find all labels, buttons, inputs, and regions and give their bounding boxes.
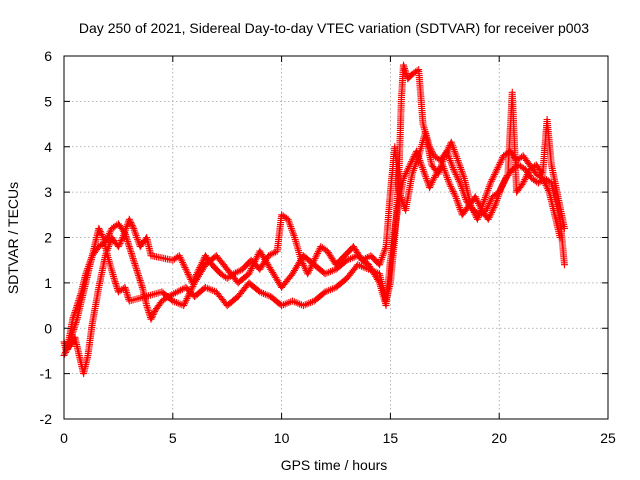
y-tick-label: 4 <box>44 139 52 155</box>
y-tick-label: 5 <box>44 93 52 109</box>
series-track-c <box>60 88 568 359</box>
y-tick-label: 3 <box>44 184 52 200</box>
y-tick-label: 1 <box>44 275 52 291</box>
y-axis-label: SDTVAR / TECUs <box>5 182 21 294</box>
series-track-b <box>67 129 564 378</box>
x-tick-label: 0 <box>60 430 68 446</box>
x-tick-label: 20 <box>491 430 507 446</box>
axis-ticks: 0 5 10 15 20 25 -2 -1 0 1 2 3 4 5 6 <box>40 48 616 446</box>
y-tick-label: 0 <box>44 320 52 336</box>
x-tick-label: 25 <box>600 430 616 446</box>
data-series <box>60 61 568 378</box>
x-axis-label: GPS time / hours <box>281 457 388 473</box>
chart-title: Day 250 of 2021, Sidereal Day-to-day VTE… <box>79 20 589 36</box>
y-tick-label: 6 <box>44 48 52 64</box>
x-tick-label: 5 <box>169 430 177 446</box>
y-tick-label: -2 <box>40 411 53 427</box>
y-tick-label: -1 <box>40 366 53 382</box>
x-tick-label: 15 <box>383 430 399 446</box>
y-tick-label: 2 <box>44 230 52 246</box>
x-tick-label: 10 <box>274 430 290 446</box>
